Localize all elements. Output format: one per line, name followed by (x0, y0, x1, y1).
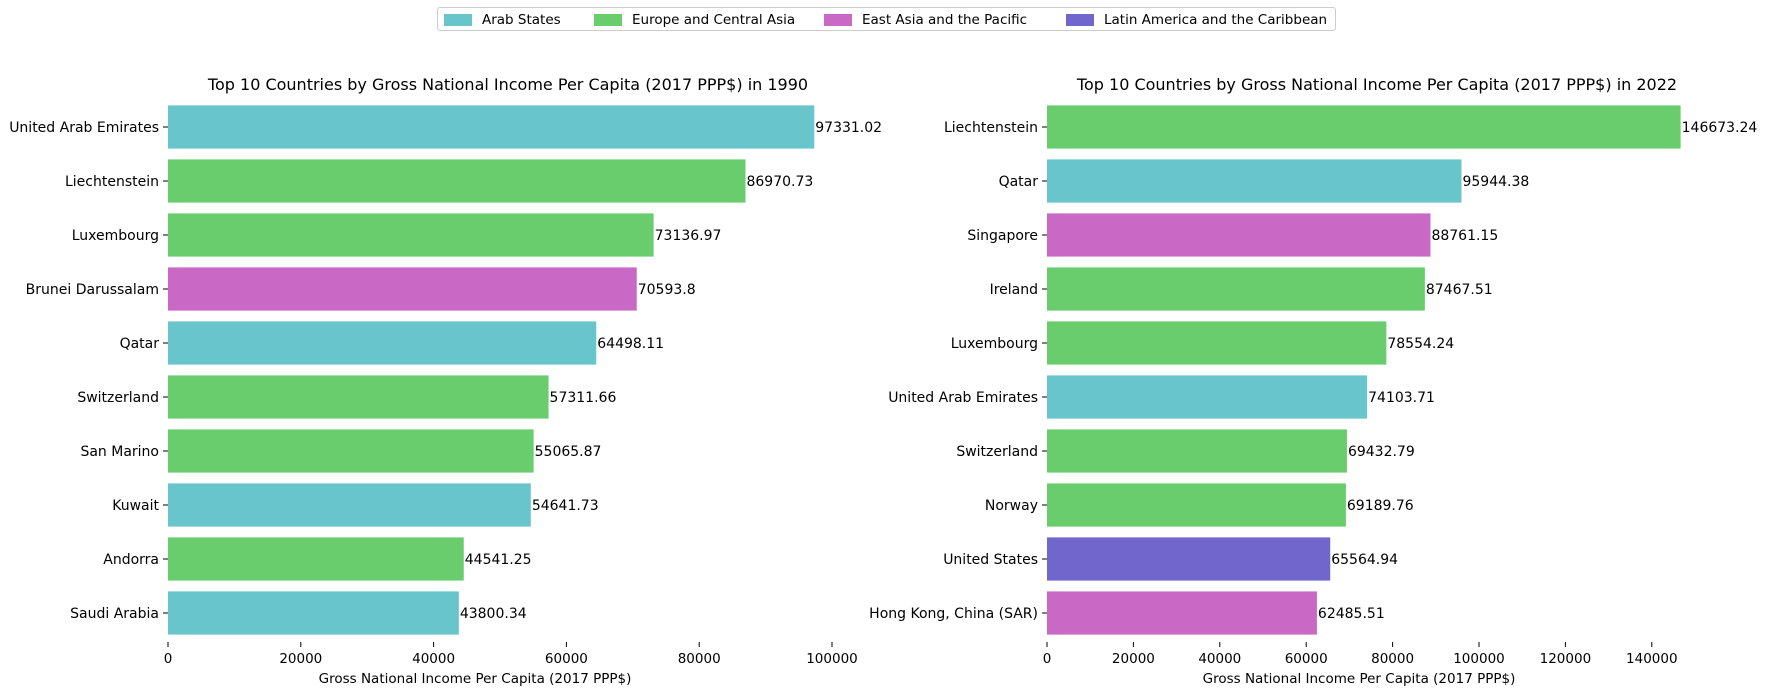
y-tick-label: Singapore (967, 228, 1038, 244)
x-tick-label: 80000 (1371, 651, 1414, 667)
x-tick-label: 140000 (1626, 651, 1678, 667)
data-label: 65564.94 (1331, 552, 1398, 568)
bar (168, 267, 637, 311)
bar (1047, 483, 1346, 527)
y-tick-label: Luxembourg (951, 336, 1038, 352)
y-tick-label: Andorra (103, 552, 159, 568)
legend-label: Latin America and the Caribbean (1104, 12, 1328, 28)
data-label: 57311.66 (550, 390, 617, 406)
bar (168, 483, 531, 527)
x-axis-label: Gross National Income Per Capita (2017 P… (1203, 671, 1516, 687)
y-tick-label: Switzerland (77, 390, 159, 406)
y-tick-label: Liechtenstein (944, 120, 1038, 136)
legend-swatch (824, 14, 852, 26)
data-label: 64498.11 (597, 336, 664, 352)
y-tick-label: Brunei Darussalam (26, 282, 159, 298)
bar (168, 321, 597, 365)
bar (1047, 591, 1317, 635)
y-tick-label: Luxembourg (72, 228, 159, 244)
x-tick-label: 20000 (279, 651, 322, 667)
bar (168, 375, 549, 419)
y-tick-label: Hong Kong, China (SAR) (869, 606, 1038, 622)
data-label: 43800.34 (460, 606, 527, 622)
legend-item-arab-states: Arab States (444, 12, 561, 28)
data-label: 146673.24 (1682, 120, 1758, 136)
data-label: 73136.97 (655, 228, 722, 244)
x-tick-label: 0 (1043, 651, 1052, 667)
y-tick-label: United Arab Emirates (888, 390, 1038, 406)
legend-swatch (594, 14, 622, 26)
y-tick-label: Norway (985, 498, 1038, 514)
bar (168, 105, 815, 149)
bar (1047, 375, 1368, 419)
x-tick-label: 100000 (1453, 651, 1505, 667)
y-tick-label: Saudi Arabia (70, 606, 159, 622)
x-tick-label: 120000 (1540, 651, 1592, 667)
x-tick-label: 0 (164, 651, 173, 667)
data-label: 54641.73 (532, 498, 599, 514)
bar (1047, 105, 1681, 149)
legend: Arab States Europe and Central Asia East… (437, 7, 1336, 31)
chart-2022: Top 10 Countries by Gross National Incom… (869, 75, 1757, 687)
bar (168, 213, 654, 257)
bar (1047, 213, 1431, 257)
y-tick-label: Qatar (120, 336, 160, 352)
data-label: 69189.76 (1347, 498, 1414, 514)
x-tick-label: 100000 (806, 651, 858, 667)
data-label: 62485.51 (1318, 606, 1385, 622)
legend-swatch (1066, 14, 1094, 26)
y-tick-label: Qatar (999, 174, 1039, 190)
bar (1047, 321, 1387, 365)
y-tick-label: San Marino (80, 444, 159, 460)
data-label: 88761.15 (1431, 228, 1498, 244)
data-label: 86970.73 (746, 174, 813, 190)
y-tick-label: United States (943, 552, 1038, 568)
bar (1047, 429, 1347, 473)
x-tick-label: 80000 (678, 651, 721, 667)
y-tick-label: Ireland (990, 282, 1038, 298)
legend-item-latin-america-caribbean: Latin America and the Caribbean (1066, 12, 1327, 28)
data-label: 55065.87 (535, 444, 602, 460)
x-tick-label: 40000 (1198, 651, 1241, 667)
x-tick-label: 60000 (545, 651, 588, 667)
bar (168, 159, 746, 203)
data-label: 74103.71 (1368, 390, 1435, 406)
y-tick-label: Liechtenstein (65, 174, 159, 190)
legend-item-east-asia-pacific: East Asia and the Pacific (824, 12, 1027, 28)
data-label: 95944.38 (1462, 174, 1529, 190)
legend-label: East Asia and the Pacific (862, 12, 1028, 28)
legend-swatch (444, 14, 472, 26)
data-label: 70593.8 (638, 282, 696, 298)
y-tick-label: Kuwait (112, 498, 159, 514)
legend-item-europe-central-asia: Europe and Central Asia (594, 12, 795, 28)
bar (168, 591, 459, 635)
data-label: 87467.51 (1426, 282, 1493, 298)
bar (1047, 159, 1462, 203)
x-axis-label: Gross National Income Per Capita (2017 P… (319, 671, 632, 687)
bar (168, 429, 534, 473)
y-tick-label: Switzerland (956, 444, 1038, 460)
legend-label: Europe and Central Asia (632, 12, 796, 28)
legend-label: Arab States (482, 12, 561, 28)
data-label: 69432.79 (1348, 444, 1415, 460)
x-tick-label: 40000 (412, 651, 455, 667)
chart-title: Top 10 Countries by Gross National Incom… (1076, 75, 1677, 94)
bar (1047, 267, 1425, 311)
y-tick-label: United Arab Emirates (9, 120, 159, 136)
x-tick-label: 20000 (1112, 651, 1155, 667)
x-tick-label: 60000 (1285, 651, 1328, 667)
bar (168, 537, 464, 581)
data-label: 78554.24 (1387, 336, 1454, 352)
data-label: 44541.25 (465, 552, 532, 568)
chart-1990: Top 10 Countries by Gross National Incom… (9, 75, 882, 687)
bar (1047, 537, 1331, 581)
chart-title: Top 10 Countries by Gross National Incom… (207, 75, 808, 94)
data-label: 97331.02 (815, 120, 882, 136)
